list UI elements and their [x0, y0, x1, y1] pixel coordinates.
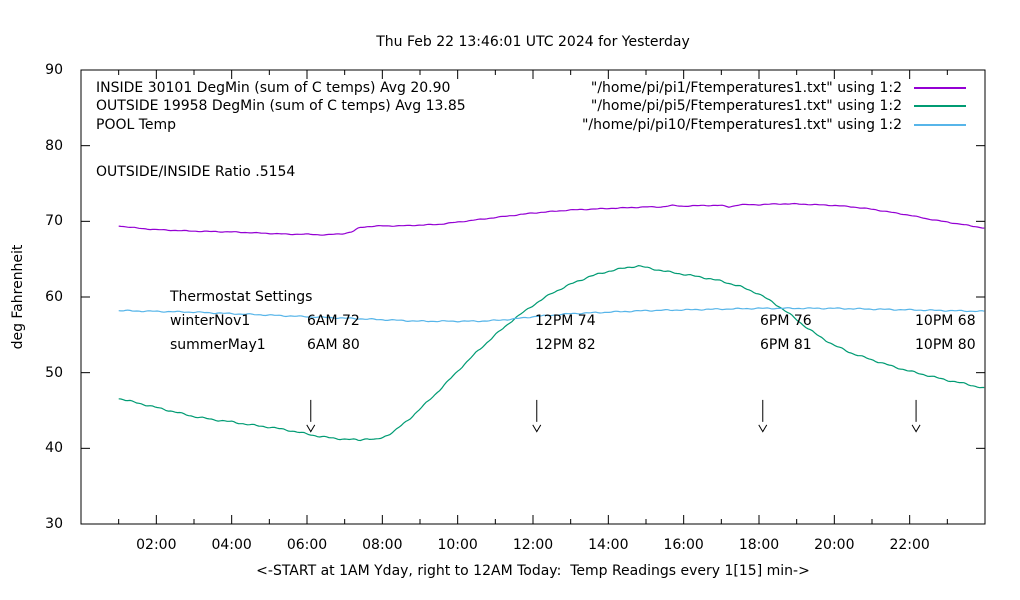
- thermostat-winter-10pm: 10PM 68: [915, 313, 976, 329]
- y-tick-label: 80: [45, 137, 63, 154]
- thermostat-winter-6pm: 6PM 76: [760, 313, 812, 329]
- thermostat-winter-12pm: 12PM 74: [535, 313, 596, 329]
- x-tick-label: 08:00: [362, 537, 403, 553]
- x-tick-label: 10:00: [437, 537, 478, 553]
- thermostat-summer-6pm: 6PM 81: [760, 337, 812, 353]
- legend-file-pool: "/home/pi/pi10/Ftemperatures1.txt" using…: [581, 117, 902, 133]
- time-marker-arrow-head: [306, 424, 316, 433]
- y-tick-label: 50: [45, 364, 63, 381]
- thermostat-winter-season: winterNov1: [170, 313, 251, 329]
- series-inside-line: [118, 202, 985, 236]
- time-marker-arrow-head: [758, 424, 768, 433]
- y-axis-label: deg Fahrenheit: [10, 244, 26, 350]
- legend-file-outside: "/home/pi/pi5/Ftemperatures1.txt" using …: [590, 98, 902, 114]
- y-tick-label: 40: [45, 440, 63, 457]
- legend-swatch-outside: [914, 105, 966, 107]
- chart-title: Thu Feb 22 13:46:01 UTC 2024 for Yesterd…: [376, 34, 690, 50]
- y-tick-label: 60: [45, 289, 63, 305]
- thermostat-summer-season: summerMay1: [170, 337, 266, 353]
- thermostat-settings-heading: Thermostat Settings: [170, 289, 313, 305]
- y-tick-label: 90: [45, 62, 63, 78]
- thermostat-summer-12pm: 12PM 82: [535, 337, 596, 353]
- thermostat-summer-10pm: 10PM 80: [915, 337, 976, 353]
- legend-swatch-inside: [914, 87, 966, 89]
- legend-swatch-pool: [914, 124, 966, 126]
- x-tick-label: 20:00: [814, 537, 855, 553]
- outside-inside-ratio-note: OUTSIDE/INSIDE Ratio .5154: [96, 164, 296, 180]
- x-axis-label: <-START at 1AM Yday, right to 12AM Today…: [256, 563, 810, 579]
- y-tick-label: 30: [45, 516, 63, 532]
- x-tick-label: 18:00: [738, 537, 780, 553]
- series-outside-line: [118, 264, 985, 442]
- x-tick-label: 14:00: [588, 537, 629, 553]
- x-tick-label: 16:00: [663, 537, 704, 553]
- x-tick-label: 12:00: [512, 537, 554, 553]
- thermostat-winter-6am: 6AM 72: [307, 313, 360, 329]
- legend-label-outside: OUTSIDE 19958 DegMin (sum of C temps) Av…: [96, 98, 466, 114]
- legend-file-inside: "/home/pi/pi1/Ftemperatures1.txt" using …: [590, 80, 902, 96]
- series-pool-line: [118, 307, 985, 323]
- legend-label-inside: INSIDE 30101 DegMin (sum of C temps) Avg…: [96, 80, 451, 96]
- time-marker-arrow-head: [532, 424, 542, 433]
- x-tick-label: 04:00: [211, 537, 252, 553]
- y-tick-label: 70: [45, 213, 63, 230]
- x-tick-label: 22:00: [889, 537, 930, 553]
- x-tick-label: 06:00: [286, 537, 328, 553]
- time-marker-arrow-head: [911, 424, 921, 433]
- thermostat-summer-6am: 6AM 80: [307, 337, 360, 353]
- x-tick-label: 02:00: [136, 537, 177, 553]
- legend-label-pool: POOL Temp: [96, 117, 177, 133]
